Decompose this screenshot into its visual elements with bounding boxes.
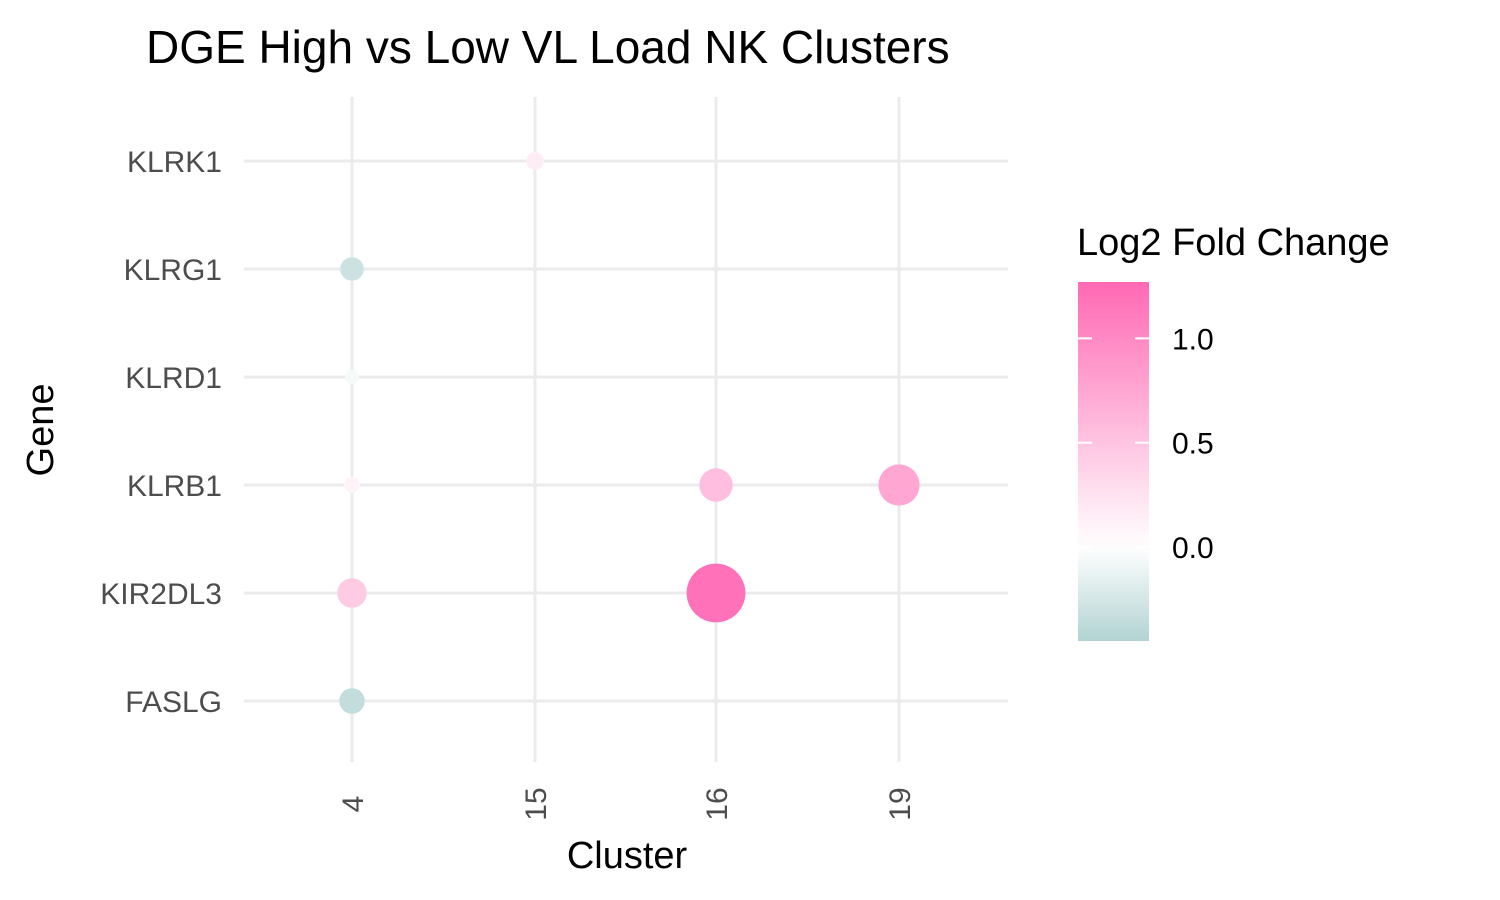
x-axis-tick-labels: 4 15 16 19 [337,787,917,820]
data-point-klrb1-16 [699,468,733,502]
legend-tick-label: 0.0 [1172,532,1214,565]
data-point-klrb1-4 [344,477,360,493]
data-point-klrk1-15 [526,152,544,170]
y-axis-title: Gene [20,384,62,477]
y-tick-label: KIR2DL3 [100,578,222,611]
y-tick-label: KLRK1 [127,146,222,179]
y-gridlines [244,159,1008,703]
legend-ticks: 0.0 0.5 1.0 [1078,323,1214,565]
x-tick-label: 4 [337,796,370,813]
x-gridlines [350,97,901,762]
color-legend: Log2 Fold Change 0.0 0.5 1.0 [1077,222,1390,641]
legend-tick-label: 1.0 [1172,323,1214,356]
y-tick-label: KLRG1 [124,254,222,287]
legend-colorbar [1078,282,1149,641]
y-axis-tick-labels: FASLG KIR2DL3 KLRB1 KLRD1 KLRG1 KLRK1 [100,146,222,719]
x-axis-title: Cluster [567,835,688,877]
y-tick-label: KLRB1 [127,470,222,503]
chart-title: DGE High vs Low VL Load NK Clusters [146,21,950,73]
y-tick-label: KLRD1 [125,362,222,395]
data-points [337,152,920,714]
x-tick-label: 16 [701,787,734,820]
x-tick-label: 19 [884,787,917,820]
data-point-faslg-4 [339,688,365,714]
data-point-kir2dl3-4 [337,578,367,608]
legend-title: Log2 Fold Change [1077,222,1390,264]
data-point-klrd1-4 [345,370,359,384]
plot-panel [244,97,1008,762]
data-point-kir2dl3-16 [686,563,746,623]
data-point-klrg1-4 [340,257,364,281]
legend-tick-label: 0.5 [1172,428,1214,461]
x-tick-label: 15 [520,787,553,820]
data-point-klrb1-19 [878,464,920,506]
y-tick-label: FASLG [125,686,222,719]
